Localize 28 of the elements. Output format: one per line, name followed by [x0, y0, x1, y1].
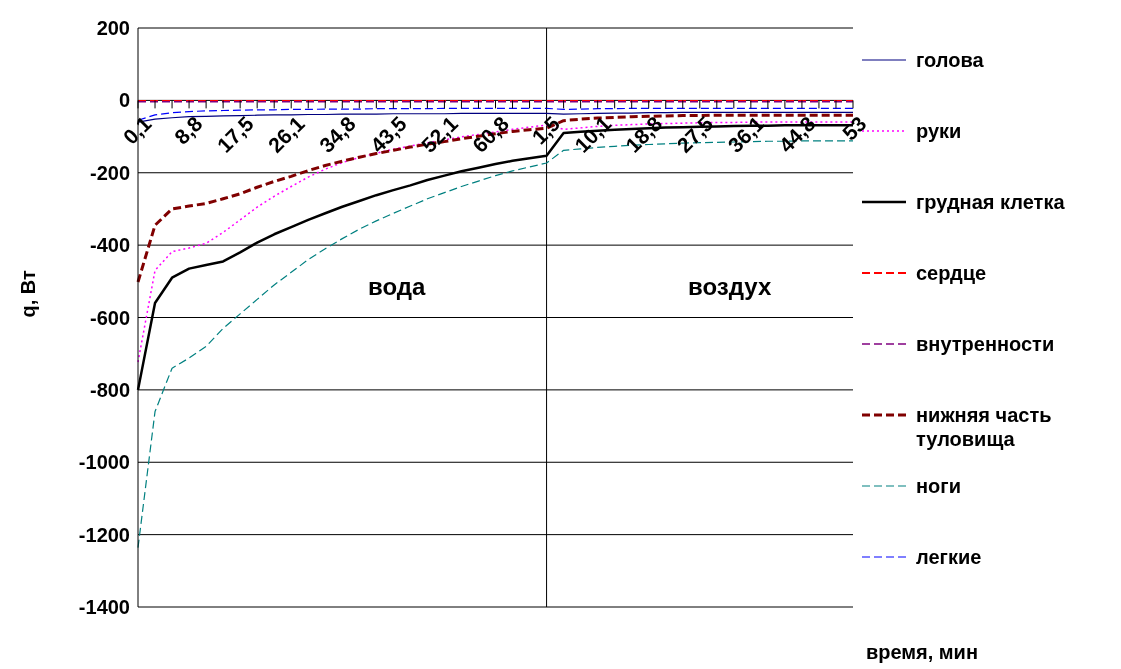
- y-tick-label: 200: [96, 17, 130, 40]
- legend-label: внутренности: [916, 332, 1055, 356]
- y-tick-label: -1400: [78, 596, 130, 619]
- annotation: воздух: [688, 273, 772, 301]
- x-tick-label: 52,1: [416, 111, 463, 157]
- y-tick-label: 0: [118, 89, 130, 112]
- x-tick-label: 1,5: [527, 111, 565, 149]
- y-tick-label: -800: [89, 378, 130, 401]
- x-tick-label: 53: [837, 111, 871, 145]
- y-tick-label: -400: [89, 234, 130, 257]
- y-tick-label: -1000: [78, 451, 130, 474]
- x-tick-label: 0,1: [118, 111, 156, 149]
- x-tick-label: 34,8: [314, 111, 361, 157]
- annotation: вода: [368, 273, 426, 301]
- legend-label: ноги: [916, 474, 961, 498]
- legend-label: нижняя часть туловища: [916, 403, 1053, 451]
- x-tick-label: 8,8: [169, 111, 207, 149]
- x-axis-title: время, мин: [865, 641, 978, 664]
- y-tick-label: -200: [89, 161, 130, 184]
- legend-label: легкие: [916, 545, 982, 569]
- y-axis-title: q, Вт: [17, 269, 40, 318]
- legend-label: сердце: [916, 261, 987, 285]
- legend-label: руки: [916, 119, 962, 143]
- y-tick-label: -1200: [78, 523, 130, 546]
- y-tick-label: -600: [89, 306, 130, 329]
- legend-label: грудная клетка: [916, 190, 1065, 214]
- legend-label: голова: [916, 48, 984, 72]
- x-tick-label: 60,8: [467, 111, 514, 157]
